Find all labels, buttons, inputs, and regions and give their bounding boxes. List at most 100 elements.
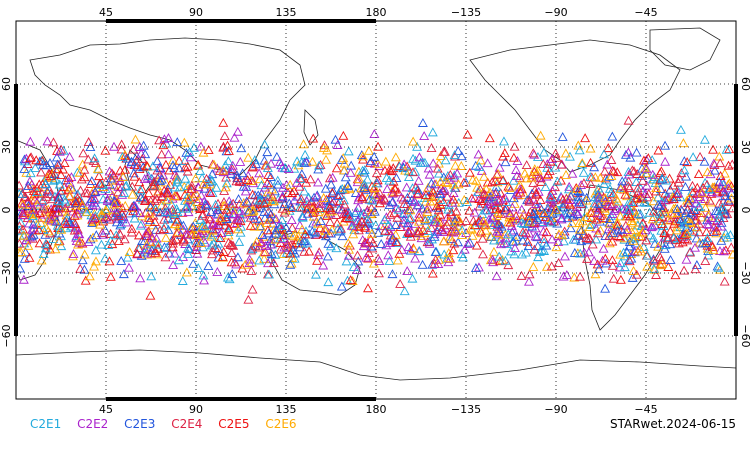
- observation-marker: [443, 253, 454, 263]
- observation-marker: [504, 208, 515, 218]
- observation-marker: [398, 194, 409, 204]
- observation-marker: [508, 152, 519, 162]
- observation-marker: [374, 188, 385, 198]
- observation-marker: [585, 157, 596, 167]
- observation-marker: [342, 180, 353, 190]
- observation-marker: [287, 188, 298, 198]
- observation-marker: [641, 163, 652, 173]
- observation-marker: [181, 147, 192, 157]
- observation-marker: [668, 194, 679, 204]
- bottom-tick-label-0: 45: [99, 403, 113, 416]
- observation-marker: [433, 259, 444, 269]
- observation-marker: [263, 169, 274, 179]
- observation-marker: [74, 236, 85, 246]
- observation-marker: [343, 250, 354, 260]
- observation-marker: [289, 163, 300, 173]
- observation-marker: [585, 143, 596, 153]
- observation-marker: [487, 254, 498, 264]
- observation-marker: [134, 142, 145, 151]
- observation-marker: [637, 175, 648, 185]
- observation-marker: [690, 242, 700, 252]
- observation-marker: [474, 161, 485, 171]
- observation-marker: [528, 148, 539, 158]
- observation-marker: [546, 217, 557, 227]
- observation-marker: [564, 181, 575, 191]
- observation-marker: [408, 167, 418, 177]
- observation-marker: [264, 269, 275, 279]
- observation-marker: [704, 184, 715, 194]
- observation-marker: [278, 182, 288, 192]
- observation-marker: [284, 198, 295, 208]
- observation-marker: [500, 202, 511, 212]
- top-tick-label-3: 180: [366, 6, 387, 19]
- bottom-tick-label-1: 90: [189, 403, 203, 416]
- observation-marker: [697, 238, 708, 248]
- observation-marker: [227, 163, 238, 173]
- observation-marker: [370, 220, 381, 230]
- observation-marker: [651, 183, 662, 193]
- observation-marker: [319, 140, 330, 150]
- observation-marker: [427, 268, 438, 278]
- observation-marker: [86, 193, 97, 203]
- observation-marker: [565, 223, 576, 233]
- observation-marker: [491, 210, 502, 220]
- observation-marker: [393, 204, 404, 214]
- observation-marker: [134, 177, 145, 187]
- observation-marker: [28, 213, 38, 223]
- observation-marker: [387, 165, 398, 175]
- observation-marker: [260, 247, 271, 257]
- observation-marker: [34, 156, 45, 166]
- observation-marker: [534, 172, 545, 182]
- observation-marker: [458, 177, 469, 187]
- observation-marker: [616, 181, 627, 191]
- observation-marker: [114, 211, 125, 220]
- observation-marker: [451, 206, 462, 216]
- observation-marker: [267, 192, 278, 201]
- observation-marker: [671, 225, 682, 235]
- observation-marker: [665, 254, 676, 264]
- observation-marker: [578, 178, 589, 188]
- observation-marker: [83, 237, 94, 246]
- observation-marker: [682, 157, 693, 167]
- observation-marker: [528, 177, 539, 187]
- observation-marker: [410, 182, 421, 192]
- observation-marker: [135, 192, 146, 202]
- observation-marker: [90, 211, 101, 221]
- observation-marker: [344, 244, 354, 254]
- observation-marker: [177, 276, 188, 285]
- observation-marker: [357, 191, 368, 201]
- observation-marker: [50, 244, 61, 254]
- observation-marker: [338, 165, 349, 175]
- observation-marker: [702, 219, 713, 229]
- observation-marker: [96, 210, 107, 220]
- observation-marker: [148, 181, 159, 191]
- observation-marker: [413, 175, 424, 185]
- observation-marker: [630, 238, 641, 248]
- observation-marker: [359, 167, 370, 177]
- observation-marker: [287, 203, 298, 212]
- observation-marker: [391, 173, 402, 183]
- observation-marker: [315, 223, 326, 233]
- observation-marker: [644, 207, 655, 217]
- observation-marker: [199, 275, 210, 285]
- observation-marker: [413, 199, 424, 209]
- observation-marker: [172, 174, 183, 184]
- observation-marker: [615, 249, 626, 259]
- observation-marker: [151, 193, 162, 203]
- observation-marker: [88, 212, 98, 222]
- observation-marker: [324, 203, 335, 213]
- observation-marker: [156, 174, 167, 184]
- observation-marker: [27, 211, 38, 221]
- observation-marker: [286, 215, 297, 224]
- observation-marker: [152, 156, 163, 166]
- observation-marker: [366, 228, 377, 238]
- observation-marker: [488, 246, 499, 256]
- observation-marker: [607, 131, 618, 141]
- observation-marker: [600, 193, 611, 203]
- observation-marker: [135, 273, 146, 283]
- observation-marker: [631, 147, 642, 157]
- observation-marker: [74, 167, 85, 177]
- left-tick-label-2: 0: [0, 207, 13, 214]
- observation-marker: [699, 134, 710, 144]
- observation-marker: [212, 267, 223, 276]
